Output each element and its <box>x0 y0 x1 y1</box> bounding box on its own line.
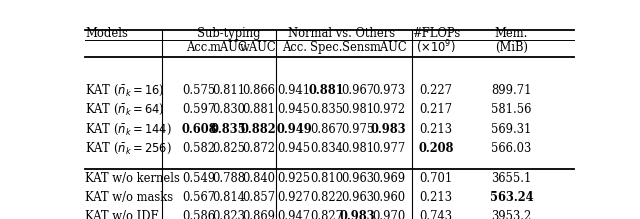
Text: 0.972: 0.972 <box>372 103 405 116</box>
Text: 0.947: 0.947 <box>278 210 311 219</box>
Text: 0.941: 0.941 <box>278 84 311 97</box>
Text: 581.56: 581.56 <box>492 103 532 116</box>
Text: 3953.2: 3953.2 <box>492 210 532 219</box>
Text: 0.567: 0.567 <box>182 191 216 204</box>
Text: 0.823: 0.823 <box>212 210 245 219</box>
Text: 0.840: 0.840 <box>242 171 275 185</box>
Text: 0.983: 0.983 <box>371 123 406 136</box>
Text: KAT w/o kernels: KAT w/o kernels <box>85 171 180 185</box>
Text: mAUC: mAUC <box>210 41 248 54</box>
Text: (MiB): (MiB) <box>495 41 528 54</box>
Text: 3655.1: 3655.1 <box>492 171 532 185</box>
Text: 0.881: 0.881 <box>308 84 344 97</box>
Text: 569.31: 569.31 <box>492 123 532 136</box>
Text: KAT ($\bar{n}_k = 256$): KAT ($\bar{n}_k = 256$) <box>85 141 172 156</box>
Text: Sens.: Sens. <box>342 41 374 54</box>
Text: 0.925: 0.925 <box>278 171 311 185</box>
Text: 899.71: 899.71 <box>492 84 532 97</box>
Text: 0.213: 0.213 <box>420 123 452 136</box>
Text: Mem.: Mem. <box>495 27 528 40</box>
Text: KAT w/o IDF: KAT w/o IDF <box>85 210 159 219</box>
Text: 0.927: 0.927 <box>278 191 311 204</box>
Text: 0.827: 0.827 <box>310 210 343 219</box>
Text: 0.608: 0.608 <box>181 123 217 136</box>
Text: 0.967: 0.967 <box>341 84 374 97</box>
Text: Models: Models <box>85 27 128 40</box>
Text: mAUC: mAUC <box>370 41 407 54</box>
Text: KAT ($\bar{n}_k = 16$): KAT ($\bar{n}_k = 16$) <box>85 83 164 98</box>
Text: 0.597: 0.597 <box>182 103 216 116</box>
Text: $(\times10^{9})$: $(\times10^{9})$ <box>416 39 456 56</box>
Text: Acc.: Acc. <box>282 41 307 54</box>
Text: 0.835: 0.835 <box>211 123 246 136</box>
Text: 0.882: 0.882 <box>241 123 276 136</box>
Text: 0.973: 0.973 <box>372 84 405 97</box>
Text: 0.872: 0.872 <box>242 142 275 155</box>
Text: wAUC: wAUC <box>240 41 277 54</box>
Text: 0.586: 0.586 <box>182 210 216 219</box>
Text: Spec.: Spec. <box>310 41 343 54</box>
Text: 0.701: 0.701 <box>419 171 452 185</box>
Text: 0.814: 0.814 <box>212 191 245 204</box>
Text: 0.830: 0.830 <box>212 103 245 116</box>
Text: KAT ($\bar{n}_k = 144$): KAT ($\bar{n}_k = 144$) <box>85 122 172 137</box>
Text: 0.825: 0.825 <box>212 142 245 155</box>
Text: 566.03: 566.03 <box>492 142 532 155</box>
Text: 0.981: 0.981 <box>341 103 374 116</box>
Text: 563.24: 563.24 <box>490 191 533 204</box>
Text: KAT ($\bar{n}_k = 64$): KAT ($\bar{n}_k = 64$) <box>85 102 164 117</box>
Text: 0.227: 0.227 <box>420 84 452 97</box>
Text: 0.970: 0.970 <box>372 210 405 219</box>
Text: 0.981: 0.981 <box>341 142 374 155</box>
Text: 0.983: 0.983 <box>340 210 376 219</box>
Text: 0.788: 0.788 <box>212 171 245 185</box>
Text: Sub-typing: Sub-typing <box>197 27 260 40</box>
Text: 0.949: 0.949 <box>276 123 312 136</box>
Text: Acc.: Acc. <box>186 41 212 54</box>
Text: 0.945: 0.945 <box>278 103 311 116</box>
Text: 0.977: 0.977 <box>372 142 405 155</box>
Text: 0.811: 0.811 <box>212 84 245 97</box>
Text: 0.969: 0.969 <box>372 171 405 185</box>
Text: 0.582: 0.582 <box>182 142 216 155</box>
Text: 0.810: 0.810 <box>310 171 343 185</box>
Text: 0.835: 0.835 <box>310 103 343 116</box>
Text: 0.881: 0.881 <box>242 103 275 116</box>
Text: 0.822: 0.822 <box>310 191 343 204</box>
Text: 0.963: 0.963 <box>341 171 374 185</box>
Text: 0.834: 0.834 <box>310 142 343 155</box>
Text: 0.549: 0.549 <box>182 171 216 185</box>
Text: 0.217: 0.217 <box>420 103 452 116</box>
Text: 0.960: 0.960 <box>372 191 405 204</box>
Text: 0.975: 0.975 <box>341 123 374 136</box>
Text: KAT w/o masks: KAT w/o masks <box>85 191 173 204</box>
Text: 0.208: 0.208 <box>419 142 454 155</box>
Text: Normal vs. Others: Normal vs. Others <box>288 27 395 40</box>
Text: 0.869: 0.869 <box>242 210 275 219</box>
Text: 0.857: 0.857 <box>242 191 275 204</box>
Text: 0.867: 0.867 <box>310 123 343 136</box>
Text: 0.743: 0.743 <box>420 210 452 219</box>
Text: 0.213: 0.213 <box>420 191 452 204</box>
Text: 0.945: 0.945 <box>278 142 311 155</box>
Text: 0.575: 0.575 <box>182 84 216 97</box>
Text: #FLOPs: #FLOPs <box>412 27 460 40</box>
Text: 0.963: 0.963 <box>341 191 374 204</box>
Text: 0.866: 0.866 <box>242 84 275 97</box>
